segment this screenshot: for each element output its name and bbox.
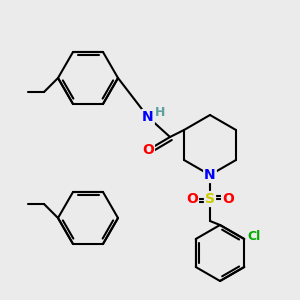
Text: S: S (205, 192, 215, 206)
Text: H: H (155, 106, 165, 118)
Text: O: O (222, 192, 234, 206)
Text: N: N (142, 110, 154, 124)
Text: O: O (186, 192, 198, 206)
Text: O: O (142, 143, 154, 157)
Text: Cl: Cl (248, 230, 261, 244)
Text: N: N (204, 168, 216, 182)
